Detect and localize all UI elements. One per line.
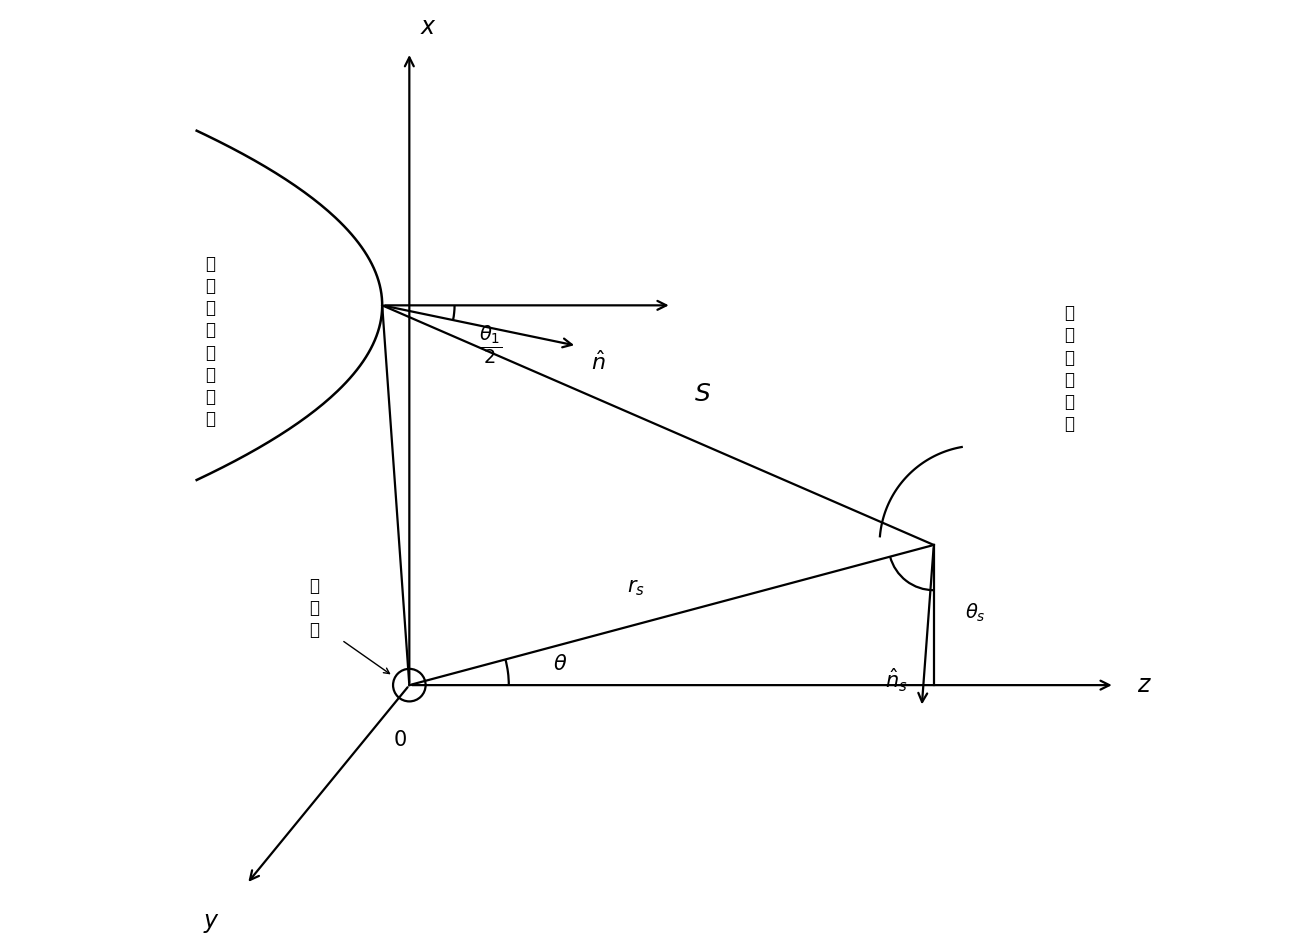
Text: $\hat{n}_s$: $\hat{n}_s$ <box>886 666 908 694</box>
Text: 理
论
设
计
副
面: 理 论 设 计 副 面 <box>1065 304 1074 433</box>
Text: $\theta$: $\theta$ <box>553 654 567 674</box>
Text: 理
论
设
计
主
反
射
面: 理 论 设 计 主 反 射 面 <box>205 255 216 428</box>
Text: $z$: $z$ <box>1137 673 1152 697</box>
Text: S: S <box>695 381 711 406</box>
Text: 原
馈
源: 原 馈 源 <box>309 577 320 640</box>
Text: $\dfrac{\theta_1}{2}$: $\dfrac{\theta_1}{2}$ <box>479 323 501 366</box>
Text: $x$: $x$ <box>420 14 437 39</box>
Text: 0: 0 <box>393 730 407 750</box>
Text: $y$: $y$ <box>203 911 220 935</box>
Text: $r_s$: $r_s$ <box>626 578 645 598</box>
Text: $\theta_s$: $\theta_s$ <box>966 602 986 624</box>
Text: $\hat{n}$: $\hat{n}$ <box>591 351 605 374</box>
